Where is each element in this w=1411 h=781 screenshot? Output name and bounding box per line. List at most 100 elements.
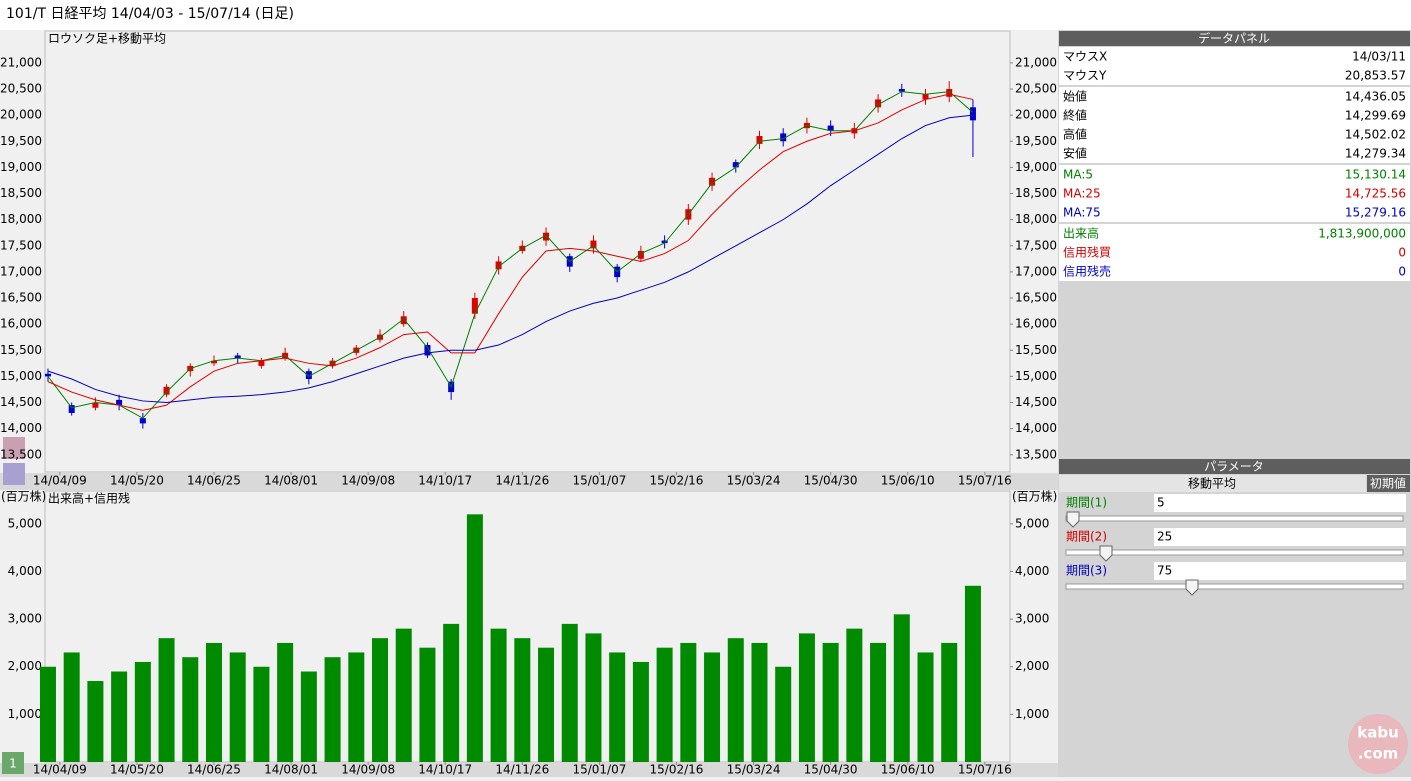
y-tick-label: 19,500 [0, 134, 42, 148]
candle-body [44, 373, 51, 377]
param-label: 期間(3) [1066, 564, 1107, 578]
volume-bar [727, 638, 744, 762]
slider-track[interactable] [1065, 583, 1404, 590]
slider-thumb[interactable] [1066, 511, 1080, 528]
volume-bar [585, 633, 602, 762]
y-tick-label: 15,500 [1015, 343, 1057, 357]
slider-thumb[interactable] [1185, 579, 1199, 596]
unit-label: (百万株) [1, 489, 46, 504]
x-tick-label: 14/09/08 [341, 763, 395, 777]
row-label: MA:75 [1063, 206, 1101, 220]
date-row [0, 473, 1058, 490]
candle-body [424, 345, 431, 356]
y-tick-label: 20,000 [1015, 108, 1057, 122]
y-tick-label: 18,500 [0, 186, 42, 200]
candle-body [590, 240, 597, 249]
volume-bar [466, 514, 483, 762]
x-tick-label: 14/05/20 [110, 763, 164, 777]
x-tick-label: 15/06/10 [881, 474, 935, 488]
y-tick-label: 18,000 [1015, 212, 1057, 226]
volume-bar [300, 671, 317, 762]
candle-body [163, 386, 170, 395]
param-input[interactable] [1154, 494, 1406, 512]
x-tick-label: 15/04/30 [804, 474, 858, 488]
volume-bar [490, 628, 507, 762]
volume-bar [680, 642, 697, 762]
slider-track[interactable] [1065, 515, 1404, 522]
param-input[interactable] [1154, 528, 1406, 546]
row-value: 14,299.69 [1345, 109, 1406, 123]
row-value: 20,853.57 [1345, 69, 1406, 83]
param-value[interactable]: 5 [1157, 496, 1165, 510]
y-tick-label: 13,500 [1015, 447, 1057, 461]
y-tick-label: 3,000 [8, 612, 42, 626]
candle-body [969, 107, 976, 121]
param-value[interactable]: 25 [1157, 530, 1172, 544]
section-bar [1059, 475, 1366, 492]
candle-body [92, 402, 99, 408]
volume-bar [372, 638, 389, 762]
x-tick-label: 15/03/24 [727, 763, 781, 777]
x-tick-label: 15/06/10 [881, 763, 935, 777]
y-tick-label: 16,500 [0, 291, 42, 305]
row-value: 14,725.56 [1345, 187, 1406, 201]
slider-track[interactable] [1065, 549, 1404, 556]
volume-bar [846, 628, 863, 762]
candle-body [210, 360, 217, 364]
x-tick-label: 14/10/17 [418, 763, 472, 777]
tab[interactable] [2, 752, 24, 774]
y-tick-label: 2,000 [8, 659, 42, 673]
ma-line [47, 114, 973, 404]
y-tick-label: 21,000 [1015, 55, 1057, 69]
volume-bar [609, 652, 626, 762]
y-tick-label: 20,000 [0, 108, 42, 122]
candle-body [946, 88, 953, 97]
row-label: MA:5 [1063, 168, 1093, 182]
row-label: 始値 [1063, 89, 1087, 104]
y-tick-label: 13,500 [0, 447, 42, 461]
y-tick-label: 18,500 [1015, 186, 1057, 200]
tool-icon[interactable] [3, 463, 25, 485]
y-tick-label: 1,000 [8, 707, 42, 721]
volume-bar [134, 661, 151, 762]
x-tick-label: 14/06/25 [187, 474, 241, 488]
candle-body [661, 240, 668, 244]
ma-line [47, 91, 974, 419]
row-label: MA:25 [1063, 187, 1101, 201]
candle-body [709, 177, 716, 186]
y-tick-label: 4,000 [8, 564, 42, 578]
x-tick-label: 15/01/07 [572, 474, 626, 488]
y-tick-label: 14,000 [1015, 421, 1057, 435]
row-value: 0 [1398, 265, 1406, 279]
row-value: 15,279.16 [1345, 206, 1406, 220]
tab-label[interactable]: 1 [9, 757, 17, 771]
ma-line [47, 93, 974, 411]
volume-bar [87, 681, 104, 762]
param-value[interactable]: 75 [1157, 564, 1172, 578]
row-value: 14,502.02 [1345, 128, 1406, 142]
x-tick-label: 15/02/16 [650, 763, 704, 777]
y-tick-label: 16,500 [1015, 291, 1057, 305]
y-tick-label: 16,000 [0, 317, 42, 331]
param-input[interactable] [1154, 562, 1406, 580]
candle-body [139, 418, 146, 424]
x-tick-label: 15/02/16 [650, 474, 704, 488]
volume-bar [775, 666, 792, 762]
candle-body [922, 94, 929, 100]
reset-button[interactable] [1367, 475, 1410, 492]
slider-thumb[interactable] [1099, 545, 1113, 562]
volume-bar [182, 657, 199, 762]
volume-bar [324, 657, 341, 762]
y-tick-label: 19,000 [1015, 160, 1057, 174]
reset-label[interactable]: 初期値 [1370, 476, 1406, 491]
row-value: 1,813,900,000 [1318, 227, 1406, 241]
row-label: マウスY [1063, 69, 1107, 83]
tool-icon[interactable] [3, 437, 25, 459]
candle-body [258, 360, 265, 366]
volume-bar [229, 652, 246, 762]
volume-bar [917, 652, 934, 762]
x-tick-label: 14/08/01 [264, 763, 318, 777]
volume-bar [893, 614, 910, 762]
panel-header [1059, 31, 1410, 46]
